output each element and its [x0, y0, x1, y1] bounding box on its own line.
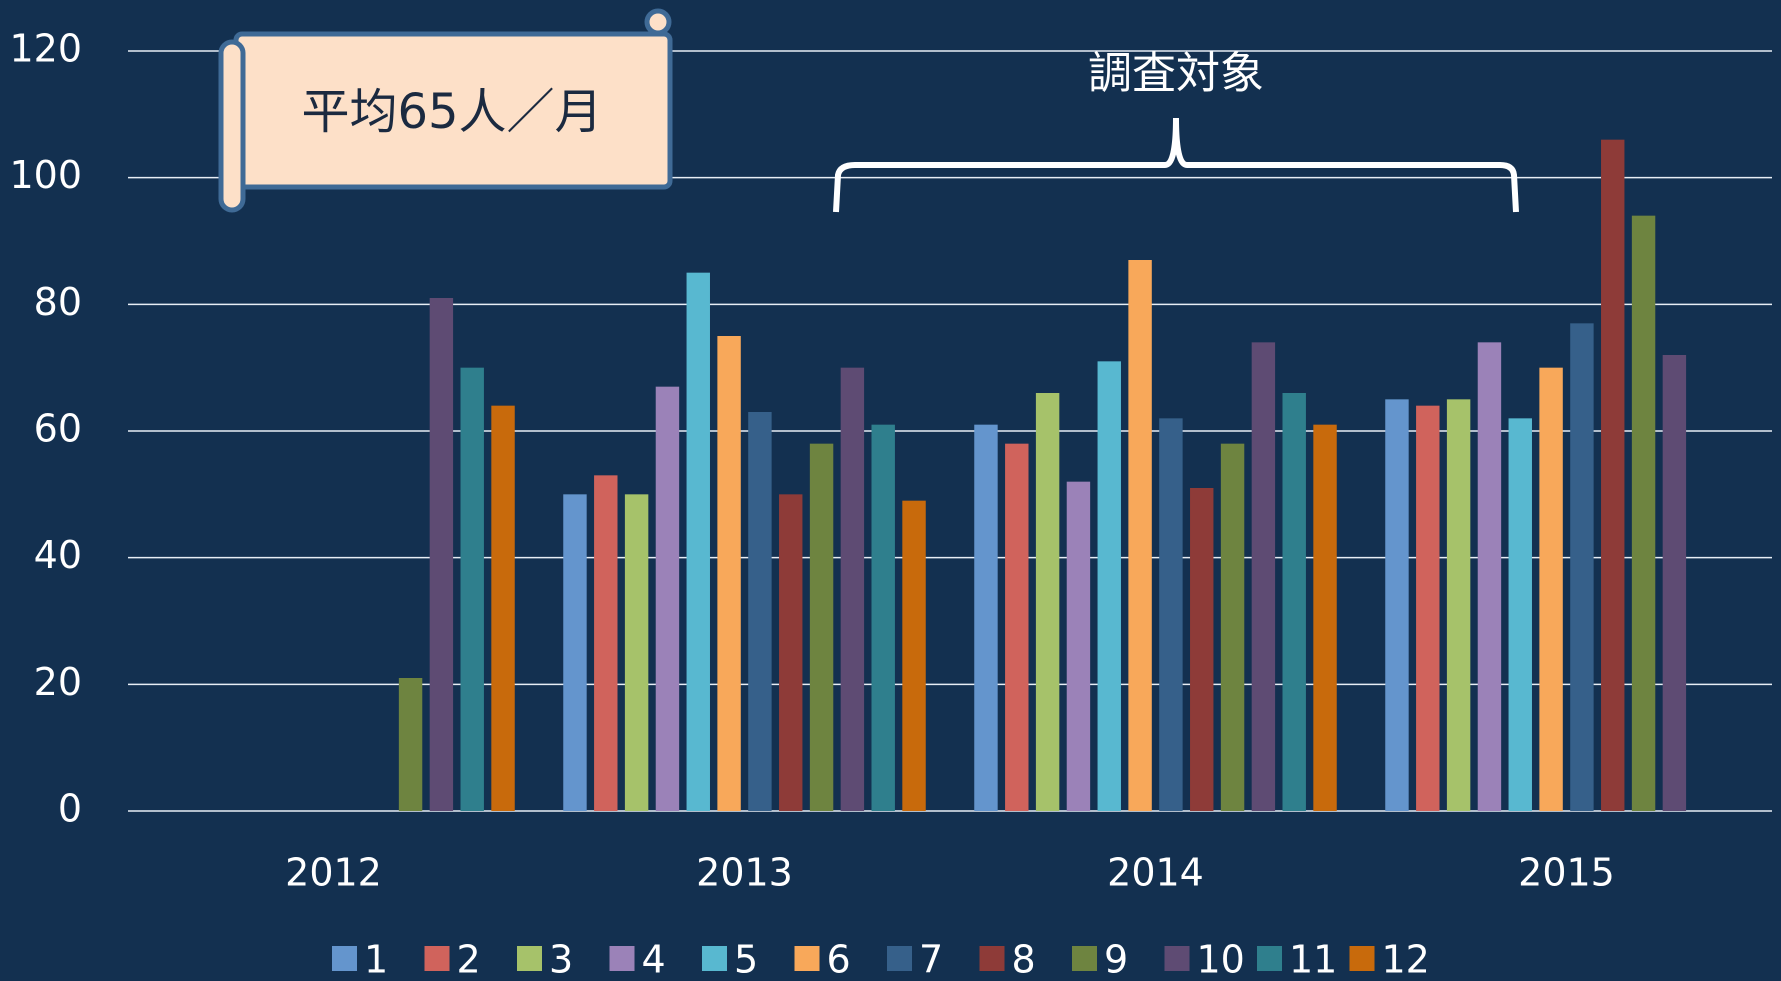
scroll-roll	[221, 42, 243, 210]
bar	[1313, 425, 1336, 811]
bar	[779, 494, 802, 811]
y-tick-label: 0	[58, 787, 82, 831]
bar	[1036, 393, 1059, 811]
bar	[1632, 216, 1655, 811]
bar	[491, 406, 514, 811]
legend-label: 3	[549, 938, 573, 981]
x-tick-label: 2012	[285, 851, 382, 895]
legend-label: 2	[457, 938, 481, 981]
bar	[902, 501, 925, 811]
bar	[656, 387, 679, 811]
bar	[399, 678, 422, 811]
legend-swatch	[1165, 946, 1190, 971]
legend-swatch	[1257, 946, 1282, 971]
legend-swatch	[425, 946, 450, 971]
callout-text: 平均65人／月	[301, 84, 602, 140]
bar	[1005, 444, 1028, 811]
legend-label: 8	[1012, 938, 1036, 981]
bar	[974, 425, 997, 811]
y-tick-label: 100	[9, 153, 82, 197]
bar	[1128, 260, 1151, 811]
bar	[1190, 488, 1213, 811]
bar	[1221, 444, 1244, 811]
legend-swatch	[795, 946, 820, 971]
bar	[625, 494, 648, 811]
bar	[1416, 406, 1439, 811]
bar	[1282, 393, 1305, 811]
scroll-curl	[647, 11, 669, 33]
x-tick-label: 2014	[1107, 851, 1204, 895]
bar	[1478, 342, 1501, 811]
brace-label: 調査対象	[1088, 48, 1264, 99]
legend-label: 12	[1382, 938, 1430, 981]
legend-swatch	[517, 946, 542, 971]
x-tick-label: 2013	[696, 851, 793, 895]
bar	[1601, 140, 1624, 811]
page: 0204060801001202012201320142015123456789…	[0, 0, 1781, 981]
bar	[1159, 418, 1182, 811]
bar	[871, 425, 894, 811]
legend-swatch	[1072, 946, 1097, 971]
legend-swatch	[887, 946, 912, 971]
bar	[1539, 368, 1562, 811]
bar	[1509, 418, 1532, 811]
legend-label: 11	[1289, 938, 1337, 981]
y-tick-label: 20	[34, 660, 82, 704]
legend-label: 4	[642, 938, 666, 981]
legend-label: 6	[827, 938, 851, 981]
bar	[1067, 482, 1090, 811]
bar	[563, 494, 586, 811]
bar	[460, 368, 483, 811]
legend-swatch	[610, 946, 635, 971]
y-tick-label: 80	[34, 280, 82, 324]
bar	[841, 368, 864, 811]
scroll-callout: 平均65人／月	[221, 11, 670, 210]
bar	[1252, 342, 1275, 811]
y-tick-label: 120	[9, 27, 82, 71]
y-tick-label: 60	[34, 407, 82, 451]
bar	[594, 475, 617, 811]
bar	[810, 444, 833, 811]
bar	[1385, 399, 1408, 811]
bar	[1447, 399, 1470, 811]
legend-swatch	[980, 946, 1005, 971]
bar	[1663, 355, 1686, 811]
bar	[717, 336, 740, 811]
legend-label: 10	[1197, 938, 1245, 981]
legend-swatch	[332, 946, 357, 971]
legend-label: 9	[1104, 938, 1128, 981]
legend-label: 7	[919, 938, 943, 981]
bar	[1098, 361, 1121, 811]
legend-label: 1	[364, 938, 388, 981]
legend-swatch	[702, 946, 727, 971]
bar	[687, 273, 710, 811]
x-tick-label: 2015	[1518, 851, 1615, 895]
legend-label: 5	[734, 938, 758, 981]
chart: 0204060801001202012201320142015123456789…	[0, 0, 1781, 981]
bar	[748, 412, 771, 811]
legend-swatch	[1350, 946, 1375, 971]
y-tick-label: 40	[34, 533, 82, 577]
bar	[430, 298, 453, 811]
bar	[1570, 323, 1593, 811]
